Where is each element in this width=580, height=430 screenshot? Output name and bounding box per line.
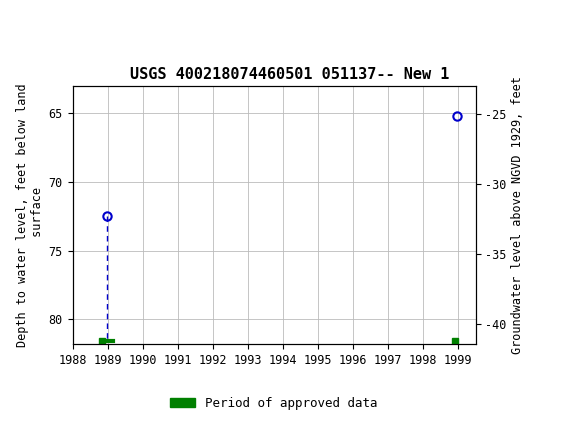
Y-axis label: Groundwater level above NGVD 1929, feet: Groundwater level above NGVD 1929, feet	[511, 76, 524, 354]
Text: USGS 400218074460501 051137-- New 1: USGS 400218074460501 051137-- New 1	[130, 67, 450, 82]
Legend: Period of approved data: Period of approved data	[165, 392, 383, 415]
Y-axis label: Depth to water level, feet below land
 surface: Depth to water level, feet below land su…	[16, 83, 44, 347]
Bar	[0, 2, 67, 33]
Text: USGS: USGS	[38, 9, 93, 27]
